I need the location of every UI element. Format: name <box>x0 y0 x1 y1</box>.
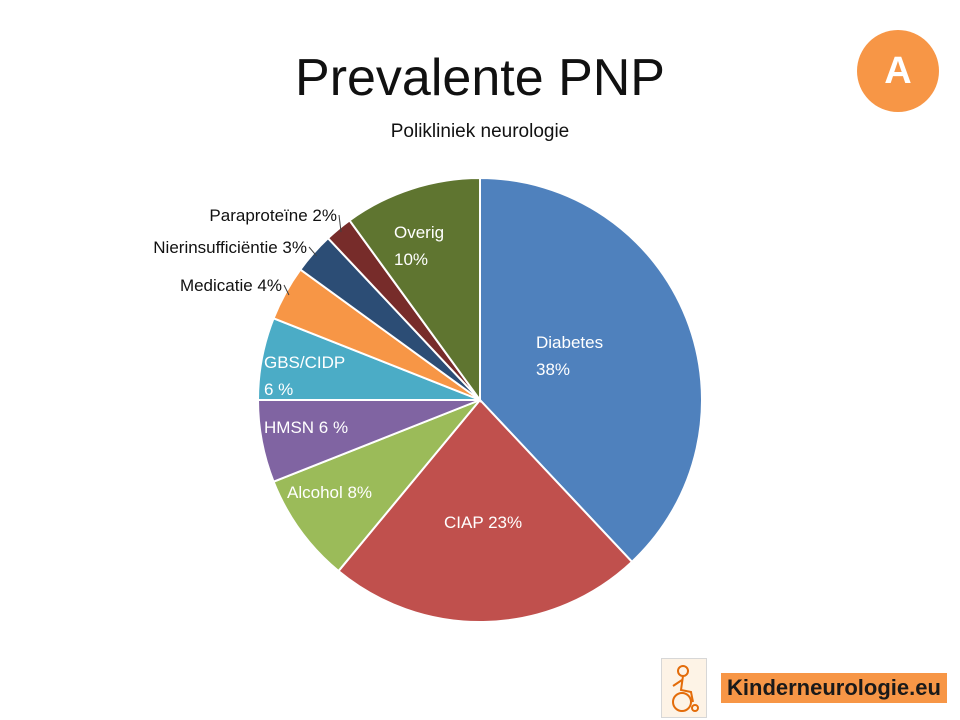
chart-subtitle: Polikliniek neurologie <box>390 121 570 142</box>
pie-slice-diabetes <box>479 176 703 564</box>
logo-text: Kinderneurologie.eu <box>721 672 947 704</box>
pie-slice-ciap <box>337 398 634 623</box>
data-label: HMSN 6 % <box>264 418 348 437</box>
data-label: CIAP 23% <box>444 513 522 532</box>
data-label: Nierinsufficiëntie 3% <box>153 238 307 257</box>
pie-slice-overig <box>348 176 481 404</box>
page-title: Prevalente PNP <box>295 49 665 107</box>
logo: Kinderneurologie.eu <box>661 658 947 718</box>
child-wheelchair-logo-icon <box>661 658 707 718</box>
data-label: Overig 10% <box>394 223 444 269</box>
data-label: GBS/CIDP 6 % <box>264 353 345 399</box>
data-label: Paraproteïne 2% <box>209 206 337 225</box>
leader-line <box>283 284 290 296</box>
leader-line <box>308 246 317 257</box>
pie-slice-alcohol <box>272 399 481 573</box>
section-badge: A <box>857 30 939 112</box>
data-label: Diabetes 38% <box>536 333 603 379</box>
data-label: Alcohol 8% <box>287 483 372 502</box>
data-label: Medicatie 4% <box>180 276 282 295</box>
leader-line <box>338 214 342 233</box>
